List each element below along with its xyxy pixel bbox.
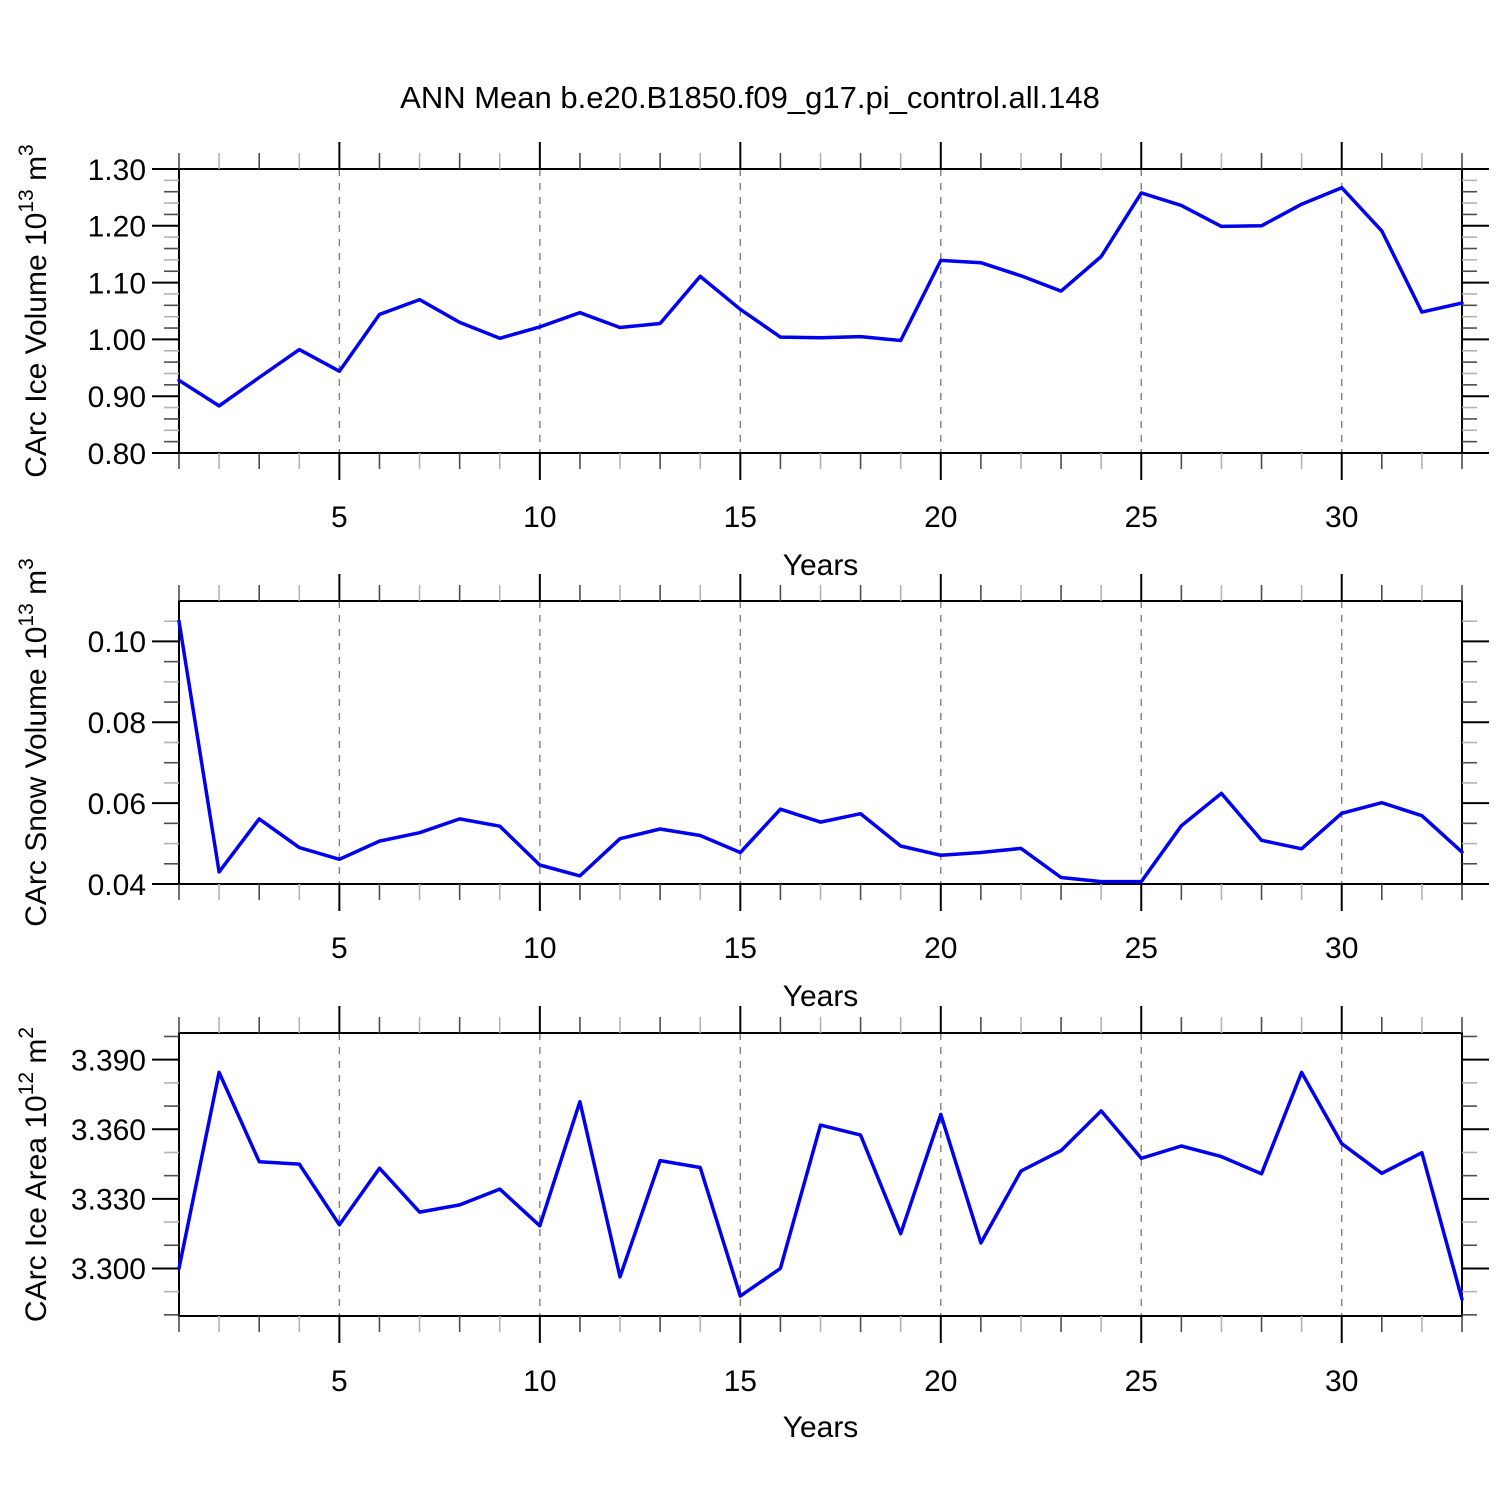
- axis-ticks: [152, 574, 1489, 911]
- x-tick-label: 15: [724, 501, 757, 534]
- x-tick-label: 25: [1125, 932, 1158, 965]
- plot-panel-2: 0.04 0.06 0.08 0.10 5 10 15 20 25 30 Years CArc Sno…: [15, 558, 1489, 1013]
- y-tick-label: 3.360: [71, 1114, 146, 1147]
- y-tick-label: 0.08: [88, 707, 146, 740]
- x-tick-label: 15: [724, 1365, 757, 1398]
- plot-panel-1: 0.80 0.90 1.00 1.10 1.20 1.30 5 10 15 20 25 30 Years…: [15, 142, 1489, 582]
- x-tick-label: 15: [724, 932, 757, 965]
- y-tick-label: 3.330: [71, 1184, 146, 1217]
- x-tick-label: 5: [331, 932, 348, 965]
- gridlines: [338, 169, 1343, 453]
- y-tick-label: 0.06: [88, 788, 146, 821]
- gridlines: [338, 1033, 1343, 1316]
- y-axis-title: CArc Ice Volume 1013​ m3​: [15, 144, 53, 478]
- x-tick-label: 20: [924, 1365, 957, 1398]
- y-tick-label: 0.90: [88, 381, 146, 414]
- y-tick-label: 1.20: [88, 211, 146, 244]
- y-tick-label: 3.300: [71, 1253, 146, 1286]
- x-tick-label: 10: [523, 932, 556, 965]
- plot-frame: [178, 168, 1463, 454]
- x-tick-label: 30: [1325, 1365, 1358, 1398]
- x-tick-label: 10: [523, 501, 556, 534]
- x-tick-label: 10: [523, 1365, 556, 1398]
- x-tick-label: 30: [1325, 932, 1358, 965]
- x-tick-label: 25: [1125, 1365, 1158, 1398]
- y-axis-title: CArc Snow Volume 1013​ m3​: [15, 558, 53, 927]
- axis-ticks: [152, 142, 1489, 480]
- y-tick-label: 1.30: [88, 154, 146, 187]
- x-axis-title: Years: [783, 1411, 859, 1444]
- x-tick-label: 5: [331, 1365, 348, 1398]
- y-axis-title: CArc Ice Area 1012​ m2​: [15, 1027, 53, 1322]
- y-tick-label: 0.80: [88, 438, 146, 471]
- y-tick-label: 1.10: [88, 267, 146, 300]
- x-axis-title: Years: [783, 549, 859, 582]
- x-tick-label: 30: [1325, 501, 1358, 534]
- axis-ticks: [152, 1006, 1489, 1343]
- chart-title: ANN Mean b.e20.B1850.f09_g17.pi_control.…: [400, 80, 1100, 115]
- y-tick-label: 0.04: [88, 869, 146, 902]
- x-tick-label: 20: [924, 501, 957, 534]
- y-tick-label: 1.00: [88, 324, 146, 357]
- plot-panel-3: 3.300 3.330 3.360 3.390 5 10 15 20 25 30 Years CArc…: [15, 1006, 1489, 1444]
- y-tick-label: 3.390: [71, 1044, 146, 1077]
- gridlines: [338, 601, 1343, 884]
- x-tick-label: 20: [924, 932, 957, 965]
- data-line-series: [177, 1070, 1464, 1302]
- x-tick-label: 25: [1125, 501, 1158, 534]
- x-tick-label: 5: [331, 501, 348, 534]
- data-line-series: [177, 185, 1464, 408]
- y-tick-label: 0.10: [88, 626, 146, 659]
- data-line-series: [177, 619, 1464, 884]
- x-axis-title: Years: [783, 980, 859, 1013]
- plot-frame: [178, 1032, 1463, 1317]
